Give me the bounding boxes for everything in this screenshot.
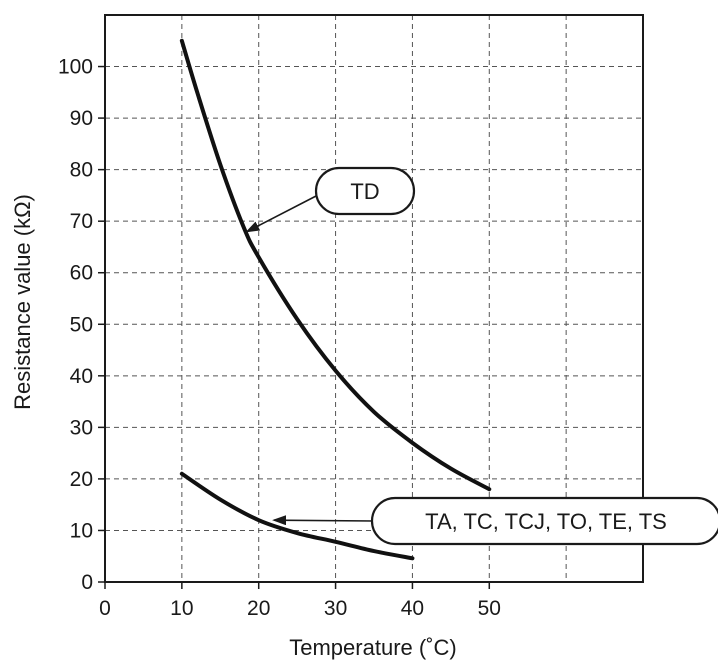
y-tick-label: 40	[70, 365, 93, 388]
x-tick-label: 20	[247, 597, 270, 620]
y-axis-title: Resistance value (kΩ)	[10, 194, 35, 410]
y-tick-label: 90	[70, 107, 93, 130]
x-tick-label: 0	[99, 597, 111, 620]
x-tick-label: 30	[324, 597, 347, 620]
y-tick-label: 60	[70, 262, 93, 285]
x-tick-label: 40	[401, 597, 424, 620]
series-line-ta-tc-tcj-to-te-ts	[179, 471, 415, 561]
callout-label: TD	[350, 179, 379, 204]
series	[179, 38, 492, 561]
annotations: TD TA, TC, TCJ, TO, TE, TS	[245, 166, 718, 546]
y-tick-label: 70	[70, 210, 93, 233]
series-line-td	[179, 38, 492, 492]
y-tick-label: 100	[58, 56, 93, 79]
y-tick-label: 80	[70, 159, 93, 182]
y-tick-label: 50	[70, 313, 93, 336]
x-tick-label: 10	[170, 597, 193, 620]
plot-frame	[104, 14, 644, 583]
callout-label: TA, TC, TCJ, TO, TE, TS	[425, 509, 667, 534]
y-tick-label: 0	[81, 571, 93, 594]
x-axis-title: Temperature (˚C)	[289, 635, 456, 660]
callout-box	[370, 496, 718, 546]
y-axis-ticks: 0 10 20 30 40 50 60 70 80 90 100	[58, 56, 105, 594]
callout-arrow	[272, 515, 375, 526]
y-tick-label: 20	[70, 468, 93, 491]
y-tick-label: 30	[70, 416, 93, 439]
callout-arrow	[245, 194, 319, 233]
y-tick-label: 10	[70, 519, 93, 542]
x-axis-ticks: 0 10 20 30 40 50	[99, 582, 501, 620]
x-tick-label: 50	[478, 597, 501, 620]
callout-box	[314, 166, 416, 216]
grid	[105, 15, 643, 582]
